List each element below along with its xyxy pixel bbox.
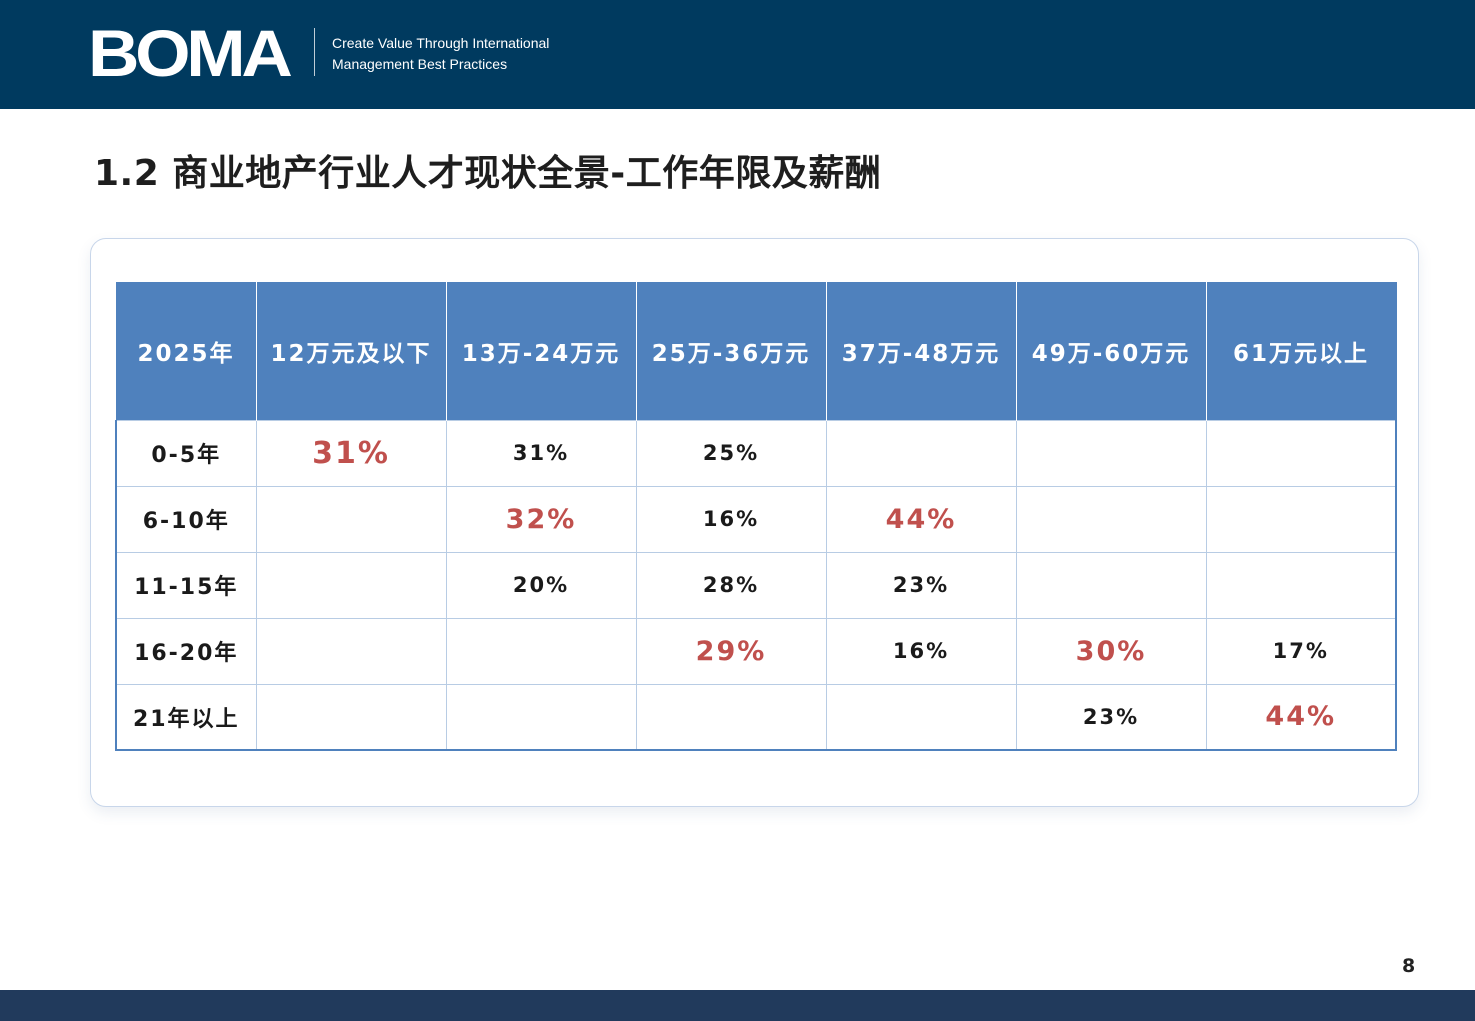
table-cell: 20%	[445, 551, 637, 619]
table-cell	[255, 617, 447, 685]
column-header-year: 2025年	[115, 282, 257, 420]
column-header-salary-band: 13万-24万元	[445, 282, 637, 420]
table-cell: 28%	[635, 551, 827, 619]
column-header-salary-band: 61万元以上	[1205, 282, 1397, 420]
table-cell	[445, 617, 637, 685]
table-cell	[1015, 551, 1207, 619]
table-cell	[1205, 551, 1397, 619]
column-header-salary-band: 37万-48万元	[825, 282, 1017, 420]
table-cell: 16%	[635, 485, 827, 553]
table-cell	[255, 551, 447, 619]
table-row: 0-5年 31% 31% 25%	[115, 419, 1397, 487]
row-label: 0-5年	[115, 419, 257, 487]
table-row: 11-15年 20% 28% 23%	[115, 551, 1397, 619]
header-bar: BOMA Create Value Through International …	[0, 0, 1475, 109]
table-cell	[255, 485, 447, 553]
column-header-salary-band: 12万元及以下	[255, 282, 447, 420]
table-cell: 23%	[825, 551, 1017, 619]
table-cell	[1205, 419, 1397, 487]
footer-bar	[0, 990, 1475, 1021]
table-cell	[1015, 485, 1207, 553]
table-cell	[1015, 419, 1207, 487]
table-row: 16-20年 29% 16% 30% 17%	[115, 617, 1397, 685]
table-cell: 23%	[1015, 683, 1207, 751]
salary-table: 2025年 12万元及以下 13万-24万元 25万-36万元 37万-48万元…	[115, 282, 1397, 751]
table-header-row: 2025年 12万元及以下 13万-24万元 25万-36万元 37万-48万元…	[115, 282, 1397, 420]
table-cell: 31%	[445, 419, 637, 487]
row-label: 6-10年	[115, 485, 257, 553]
row-label: 21年以上	[115, 683, 257, 751]
table-cell	[825, 419, 1017, 487]
table-row: 6-10年 32% 16% 44%	[115, 485, 1397, 553]
table-cell: 30%	[1015, 617, 1207, 685]
table-cell	[1205, 485, 1397, 553]
table-cell: 25%	[635, 419, 827, 487]
tagline: Create Value Through International Manag…	[332, 33, 549, 75]
table-cell: 17%	[1205, 617, 1397, 685]
row-label: 16-20年	[115, 617, 257, 685]
table-cell: 29%	[635, 617, 827, 685]
tagline-line-1: Create Value Through International	[332, 35, 550, 51]
table-cell	[445, 683, 637, 751]
table-cell	[255, 683, 447, 751]
page-number: 8	[1402, 955, 1416, 977]
boma-logo: BOMA	[88, 16, 293, 90]
table-cell: 31%	[255, 419, 447, 487]
logo-divider	[314, 28, 315, 76]
table-cell: 44%	[1205, 683, 1397, 751]
table-row: 21年以上 23% 44%	[115, 683, 1397, 751]
table-cell	[825, 683, 1017, 751]
column-header-salary-band: 25万-36万元	[635, 282, 827, 420]
page-title: 1.2 商业地产行业人才现状全景-工作年限及薪酬	[94, 153, 882, 194]
tagline-line-2: Management Best Practices	[332, 56, 508, 72]
table-cell: 44%	[825, 485, 1017, 553]
table-cell: 16%	[825, 617, 1017, 685]
table-cell	[635, 683, 827, 751]
table-cell: 32%	[445, 485, 637, 553]
row-label: 11-15年	[115, 551, 257, 619]
column-header-salary-band: 49万-60万元	[1015, 282, 1207, 420]
